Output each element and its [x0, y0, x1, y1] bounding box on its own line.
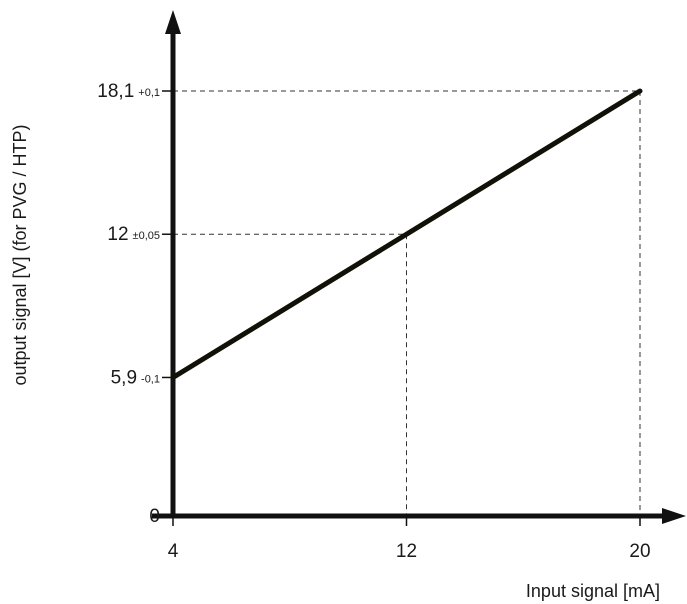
y-tick-value: 5,9 — [111, 367, 137, 388]
x-tick-label: 20 — [629, 541, 650, 562]
y-tick-label: 12 ±0,05 — [107, 224, 160, 245]
y-tick-value: 0 — [149, 506, 160, 527]
x-axis-arrow-icon — [662, 508, 686, 524]
y-tick-tolerance: +0,1 — [138, 87, 160, 99]
x-tick-label: 4 — [168, 541, 179, 562]
series-line — [170, 88, 643, 380]
y-tick-label: 0 — [149, 506, 160, 527]
x-tick-label: 12 — [396, 541, 417, 562]
axes — [152, 10, 686, 524]
y-axis-title: output signal [V] (for PVG / HTP) — [10, 124, 30, 385]
guide-lines — [173, 90, 641, 516]
x-axis-title: Input signal [mA] — [526, 581, 660, 601]
y-tick-tolerance: -0,1 — [141, 373, 160, 385]
y-tick-value: 18,1 — [97, 81, 134, 102]
tick-marks — [162, 90, 641, 526]
y-tick-tolerance: ±0,05 — [133, 230, 160, 242]
y-tick-value: 12 — [107, 224, 128, 245]
y-axis-arrow-icon — [165, 10, 181, 34]
y-tick-label: 5,9 -0,1 — [111, 367, 160, 388]
y-tick-label: 18,1 +0,1 — [97, 81, 160, 102]
data-series — [170, 88, 643, 380]
tick-labels: 0 5,9 -0,1 12 ±0,05 18,1 +0,1 4 12 20 — [97, 81, 650, 562]
